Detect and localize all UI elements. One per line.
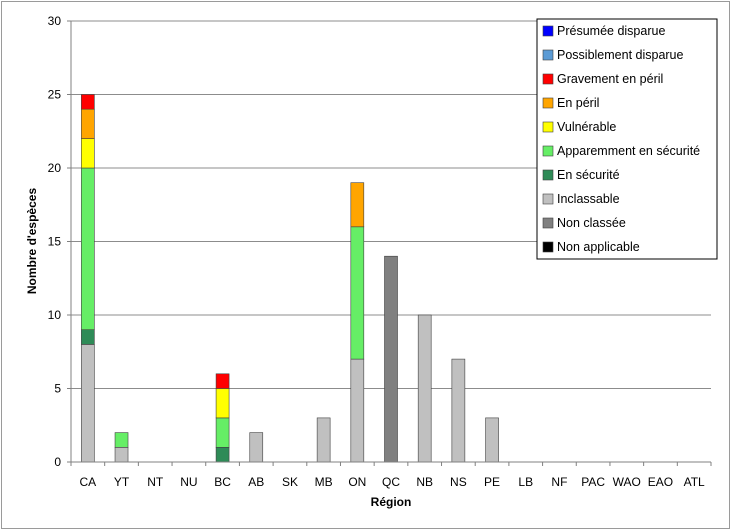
x-tick-label: CA	[80, 475, 97, 489]
y-tick-label: 15	[48, 235, 62, 249]
x-tick-label: YT	[114, 475, 130, 489]
legend-label-en-securite: En sécurité	[557, 168, 620, 182]
legend-swatch-presumee-disparue	[542, 25, 554, 37]
x-tick-label: PAC	[581, 475, 605, 489]
legend-label-presumee-disparue: Présumée disparue	[557, 24, 665, 38]
legend-label-possiblement-disparue: Possiblement disparue	[557, 48, 684, 62]
x-tick-label: NB	[416, 475, 433, 489]
bar-ca-en-securite	[81, 329, 95, 345]
legend-box	[536, 18, 718, 260]
x-axis-ticks: CA YT NT NU BC AB SK MB ON QC NB NS PE LB NF PAC WAO EAO A…	[70, 462, 712, 489]
x-tick-label: ATL	[684, 475, 705, 489]
bar-ca-en-peril	[81, 108, 95, 139]
x-tick-label: NF	[551, 475, 567, 489]
legend-label-vulnerable: Vulnérable	[557, 120, 616, 134]
legend-swatch-vulnerable	[542, 121, 554, 133]
bar-yt-inclassable	[114, 446, 129, 463]
bar-on-inclassable	[350, 358, 365, 463]
x-tick-label: EAO	[648, 475, 673, 489]
x-axis-title: Région	[371, 495, 412, 509]
legend: Présumée disparue Possiblement disparue Gr…	[536, 18, 718, 260]
x-tick-label: LB	[518, 475, 533, 489]
x-tick-label: PE	[484, 475, 500, 489]
bar-ab-inclassable	[249, 432, 264, 463]
bar-bc-en-securite	[215, 446, 230, 463]
y-axis-ticks: 0 5 10 15 20 25 30	[48, 14, 71, 469]
y-axis-title: Nombre d'espèces	[25, 188, 39, 295]
bar-nb-inclassable	[417, 314, 432, 463]
legend-swatch-non-classee	[542, 217, 554, 229]
x-tick-label: QC	[382, 475, 400, 489]
x-tick-label: WAO	[613, 475, 641, 489]
y-tick-label: 25	[48, 88, 62, 102]
legend-label-non-classee: Non classée	[557, 216, 626, 230]
bar-bc-apparemment-en-securite	[215, 417, 230, 448]
legend-label-inclassable: Inclassable	[557, 192, 620, 206]
x-tick-label: MB	[315, 475, 333, 489]
bar-on-apparemment-en-securite	[350, 226, 365, 360]
legend-label-en-peril: En péril	[557, 96, 599, 110]
bar-yt-apparemment-en-securite	[114, 432, 129, 448]
x-tick-label: AB	[248, 475, 264, 489]
bar-ns-inclassable	[451, 358, 466, 463]
y-tick-label: 30	[48, 14, 62, 28]
y-tick-label: 0	[54, 455, 61, 469]
legend-swatch-non-applicable	[542, 241, 554, 253]
x-tick-label: ON	[348, 475, 366, 489]
legend-swatch-possiblement-disparue	[542, 49, 554, 61]
y-tick-label: 10	[48, 308, 62, 322]
legend-label-gravement-en-peril: Gravement en péril	[557, 72, 663, 86]
y-tick-label: 5	[54, 382, 61, 396]
legend-swatch-en-securite	[542, 169, 554, 181]
legend-swatch-gravement-en-peril	[542, 73, 554, 85]
bar-on-en-peril	[350, 182, 365, 228]
bar-bc-vulnerable	[215, 388, 230, 419]
legend-label-apparemment-en-securite: Apparemment en sécurité	[557, 144, 700, 158]
bar-qc-non-classee	[384, 255, 398, 463]
legend-swatch-en-peril	[542, 97, 554, 109]
x-tick-label: NU	[180, 475, 197, 489]
x-tick-label: SK	[282, 475, 298, 489]
x-tick-label: NT	[147, 475, 164, 489]
bar-ca-gravement-en-peril	[81, 94, 95, 110]
legend-label-non-applicable: Non applicable	[557, 240, 640, 254]
bar-ca-apparemment-en-securite	[81, 167, 95, 330]
bar-ca-vulnerable	[81, 138, 95, 169]
x-tick-label: BC	[214, 475, 231, 489]
x-tick-label: NS	[450, 475, 467, 489]
bars	[81, 94, 499, 463]
bar-pe-inclassable	[485, 417, 499, 463]
bar-bc-gravement-en-peril	[215, 373, 230, 389]
bar-mb-inclassable	[316, 417, 331, 463]
legend-swatch-inclassable	[542, 193, 554, 205]
legend-swatch-apparemment-en-securite	[542, 145, 554, 157]
y-tick-label: 20	[48, 161, 62, 175]
bar-ca-inclassable	[81, 344, 95, 463]
